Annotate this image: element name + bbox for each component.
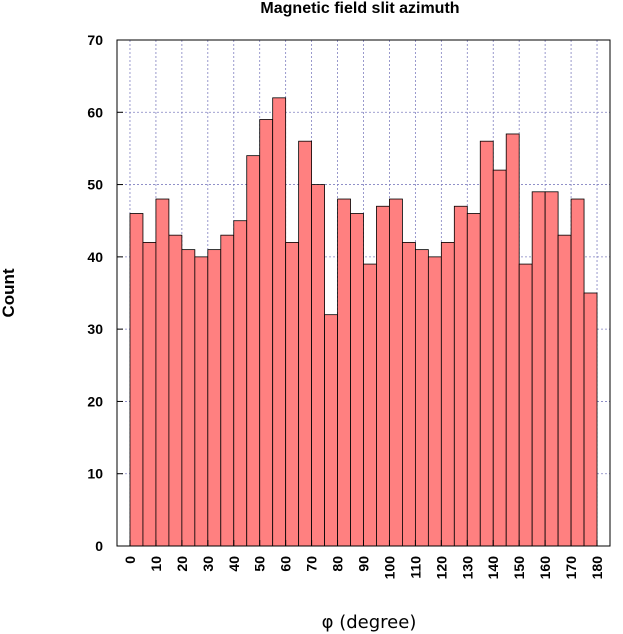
x-tick-label: 110 xyxy=(407,556,423,579)
x-tick-label: 120 xyxy=(433,556,449,580)
histogram-bar xyxy=(453,205,468,547)
x-tick-label: 100 xyxy=(381,556,397,580)
x-tick-label: 10 xyxy=(148,556,164,572)
x-tick-label: 40 xyxy=(226,556,242,572)
y-tick-label: 60 xyxy=(87,104,103,120)
histogram-bar xyxy=(363,263,377,547)
histogram-bar xyxy=(492,169,507,547)
histogram-bar xyxy=(181,249,196,547)
x-tick-label: 130 xyxy=(459,556,475,580)
histogram-bar xyxy=(376,205,390,547)
y-tick-label: 70 xyxy=(87,32,103,48)
histogram-bar xyxy=(311,184,325,547)
histogram-bar xyxy=(272,97,287,547)
x-tick-label: 160 xyxy=(537,556,553,580)
y-tick-label: 40 xyxy=(87,249,103,265)
x-axis-label: φ (degree) xyxy=(322,612,417,633)
histogram-bar xyxy=(557,234,572,547)
chart-title: Magnetic field slit azimuth xyxy=(260,0,459,17)
histogram-bar xyxy=(220,234,235,547)
histogram-bar xyxy=(155,198,170,547)
x-tick-label: 140 xyxy=(485,556,501,580)
x-tick-label: 0 xyxy=(122,556,138,564)
histogram-bar xyxy=(505,133,520,547)
x-tick-labels: 0 10 20 30 40 50 60 70 80 90 100 110 120 130 140 150 160… xyxy=(122,540,605,579)
x-tick-label: 20 xyxy=(174,556,190,572)
histogram-bar xyxy=(259,119,274,547)
histogram-bar xyxy=(350,213,364,547)
histogram-bar xyxy=(414,249,429,547)
x-tick-label: 180 xyxy=(589,556,605,580)
x-tick-label: 80 xyxy=(330,556,346,572)
y-tick-label: 50 xyxy=(87,177,103,193)
histogram-bar xyxy=(233,220,248,547)
histogram-bar xyxy=(466,213,481,547)
x-tick-label: 50 xyxy=(252,556,268,572)
x-tick-label: 170 xyxy=(563,556,579,580)
histogram-bar xyxy=(544,191,559,547)
histogram-bar xyxy=(142,241,157,547)
histogram-bar xyxy=(518,263,533,547)
y-axis-label: Count xyxy=(0,268,18,317)
x-tick-label: 150 xyxy=(511,556,527,580)
histogram-bar xyxy=(479,140,494,547)
histogram-bar xyxy=(285,241,300,547)
y-tick-label: 30 xyxy=(87,321,103,337)
histogram-bar xyxy=(207,249,222,547)
histogram-bar xyxy=(402,241,416,547)
histogram-bar xyxy=(427,256,442,547)
y-tick-label: 0 xyxy=(95,538,103,554)
histogram-bar xyxy=(194,256,209,547)
histogram-bar xyxy=(389,198,403,547)
plot-frame xyxy=(116,39,611,547)
x-tick-label: 90 xyxy=(356,556,372,572)
histogram-bar xyxy=(440,241,455,547)
histogram-bar xyxy=(531,191,546,547)
bars-group xyxy=(129,97,598,547)
histogram-bar xyxy=(129,213,144,547)
histogram-bar xyxy=(168,234,183,547)
histogram-bar xyxy=(337,198,351,547)
histogram-bar xyxy=(570,198,585,547)
histogram-bar xyxy=(246,155,261,547)
histogram-bar xyxy=(298,140,313,547)
y-tick-label: 20 xyxy=(87,393,103,409)
x-tick-label: 60 xyxy=(278,556,294,572)
y-tick-label: 10 xyxy=(87,466,103,482)
y-tick-labels: 0 10 20 30 40 50 60 70 xyxy=(87,32,123,554)
histogram-bar xyxy=(324,314,338,547)
x-tick-label: 70 xyxy=(304,556,320,572)
histogram-bar xyxy=(583,292,598,547)
x-tick-label: 30 xyxy=(200,556,216,572)
